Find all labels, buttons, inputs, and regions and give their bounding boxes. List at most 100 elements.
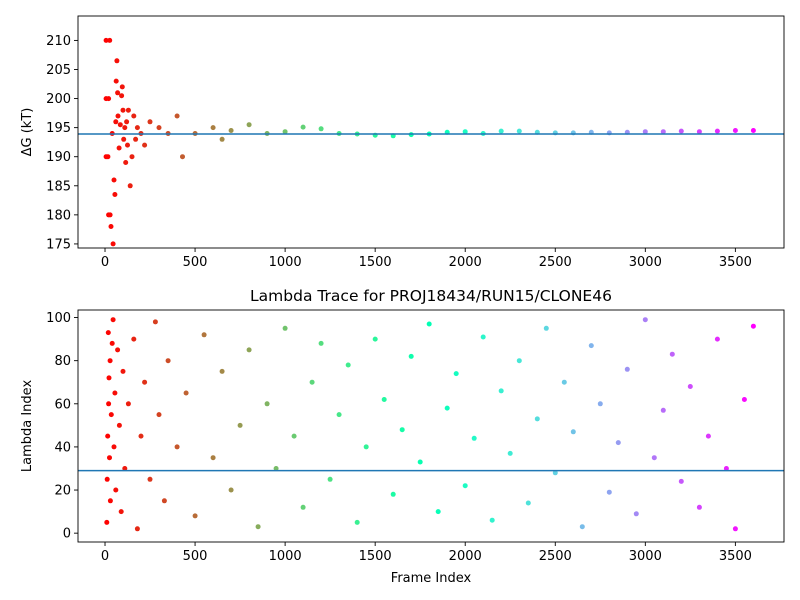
data-point (732, 128, 738, 133)
y-tick-label: 180 (46, 208, 71, 223)
data-point (291, 433, 297, 439)
x-tick-label: 500 (183, 549, 208, 564)
data-point (183, 390, 189, 396)
data-point (282, 325, 288, 331)
data-point (103, 37, 109, 43)
data-point (336, 412, 342, 418)
data-point (651, 455, 657, 461)
y-tick-label: 80 (54, 354, 71, 369)
x-tick-label: 2500 (539, 255, 572, 270)
data-point (489, 517, 495, 523)
data-point (228, 487, 234, 493)
data-point (669, 351, 675, 357)
data-point (129, 154, 135, 160)
data-point (105, 330, 111, 336)
data-point (498, 128, 504, 134)
y-tick-label: 190 (46, 150, 71, 165)
delta-g-plot-frame (77, 15, 785, 249)
lambda-trace-y-axis-label: Lambda Index (20, 380, 35, 473)
data-point (714, 128, 720, 134)
data-point (161, 498, 167, 504)
x-tick-label: 2000 (449, 255, 482, 270)
data-point (131, 336, 137, 342)
delta-g-x-ticks: 0 500 1000 1500 2000 2500 3000 3500 (101, 248, 752, 270)
y-tick-label: 0 (63, 527, 71, 542)
data-point (111, 177, 117, 183)
data-point (435, 509, 441, 515)
data-point (127, 183, 133, 189)
data-point (471, 435, 477, 441)
data-point (116, 145, 122, 151)
data-point (300, 504, 306, 510)
data-point (106, 401, 112, 407)
lambda-trace-plot-frame (77, 309, 785, 543)
data-point (462, 483, 468, 489)
data-point (390, 491, 396, 497)
x-tick-label: 0 (101, 549, 109, 564)
data-point (110, 317, 116, 323)
data-point (714, 336, 720, 342)
data-point (108, 412, 114, 418)
data-point (107, 358, 113, 364)
data-point (110, 241, 116, 247)
data-point (228, 128, 234, 133)
data-point (687, 384, 693, 389)
data-point (134, 125, 140, 131)
data-point (142, 142, 148, 148)
data-point (219, 136, 225, 142)
data-point (133, 136, 139, 142)
data-point (131, 113, 137, 119)
x-tick-label: 1000 (269, 255, 302, 270)
data-point (273, 466, 279, 471)
data-point (570, 429, 576, 435)
x-tick-label: 3500 (719, 549, 752, 564)
x-tick-label: 3000 (629, 255, 662, 270)
data-point (138, 433, 144, 439)
data-point (156, 125, 162, 131)
data-point (534, 416, 540, 422)
x-tick-label: 2500 (539, 549, 572, 564)
data-point (750, 323, 756, 329)
data-point (147, 119, 153, 125)
y-tick-label: 205 (46, 63, 71, 78)
data-point (723, 466, 729, 471)
data-point (615, 440, 621, 446)
data-point (106, 96, 112, 102)
data-point (106, 375, 112, 381)
data-point (264, 401, 270, 407)
lambda-trace-title: Lambda Trace for PROJ18434/RUN15/CLONE46 (250, 287, 612, 305)
data-point (122, 466, 128, 471)
delta-g-y-axis-label: ΔG (kT) (20, 108, 35, 157)
data-point (750, 128, 756, 133)
data-point (118, 509, 124, 515)
y-tick-label: 185 (46, 179, 71, 194)
data-point (120, 368, 126, 374)
data-point (210, 455, 216, 461)
data-point (174, 113, 180, 119)
data-point (678, 478, 684, 484)
data-point (246, 347, 252, 353)
data-point (104, 519, 110, 525)
lambda-trace-x-axis-label: Frame Index (391, 571, 472, 586)
data-point (210, 125, 216, 131)
data-point (123, 160, 129, 165)
y-tick-label: 210 (46, 34, 71, 49)
data-point (327, 476, 333, 482)
x-tick-label: 3500 (719, 255, 752, 270)
data-point (480, 334, 486, 340)
data-point (119, 84, 125, 90)
data-point (408, 353, 414, 359)
x-tick-label: 2000 (449, 549, 482, 564)
y-tick-label: 195 (46, 121, 71, 136)
x-tick-label: 0 (101, 255, 109, 270)
data-point (109, 340, 115, 346)
data-point (579, 524, 585, 530)
lambda-trace-y-ticks: 0 20 40 60 80 100 (46, 311, 78, 542)
data-point (588, 343, 594, 349)
x-tick-label: 1500 (359, 549, 392, 564)
data-point (152, 319, 158, 325)
data-point (543, 325, 549, 331)
data-point (116, 422, 122, 428)
delta-g-panel: 0 500 1000 1500 2000 2500 3000 3500 175 180 185 19… (20, 15, 785, 270)
